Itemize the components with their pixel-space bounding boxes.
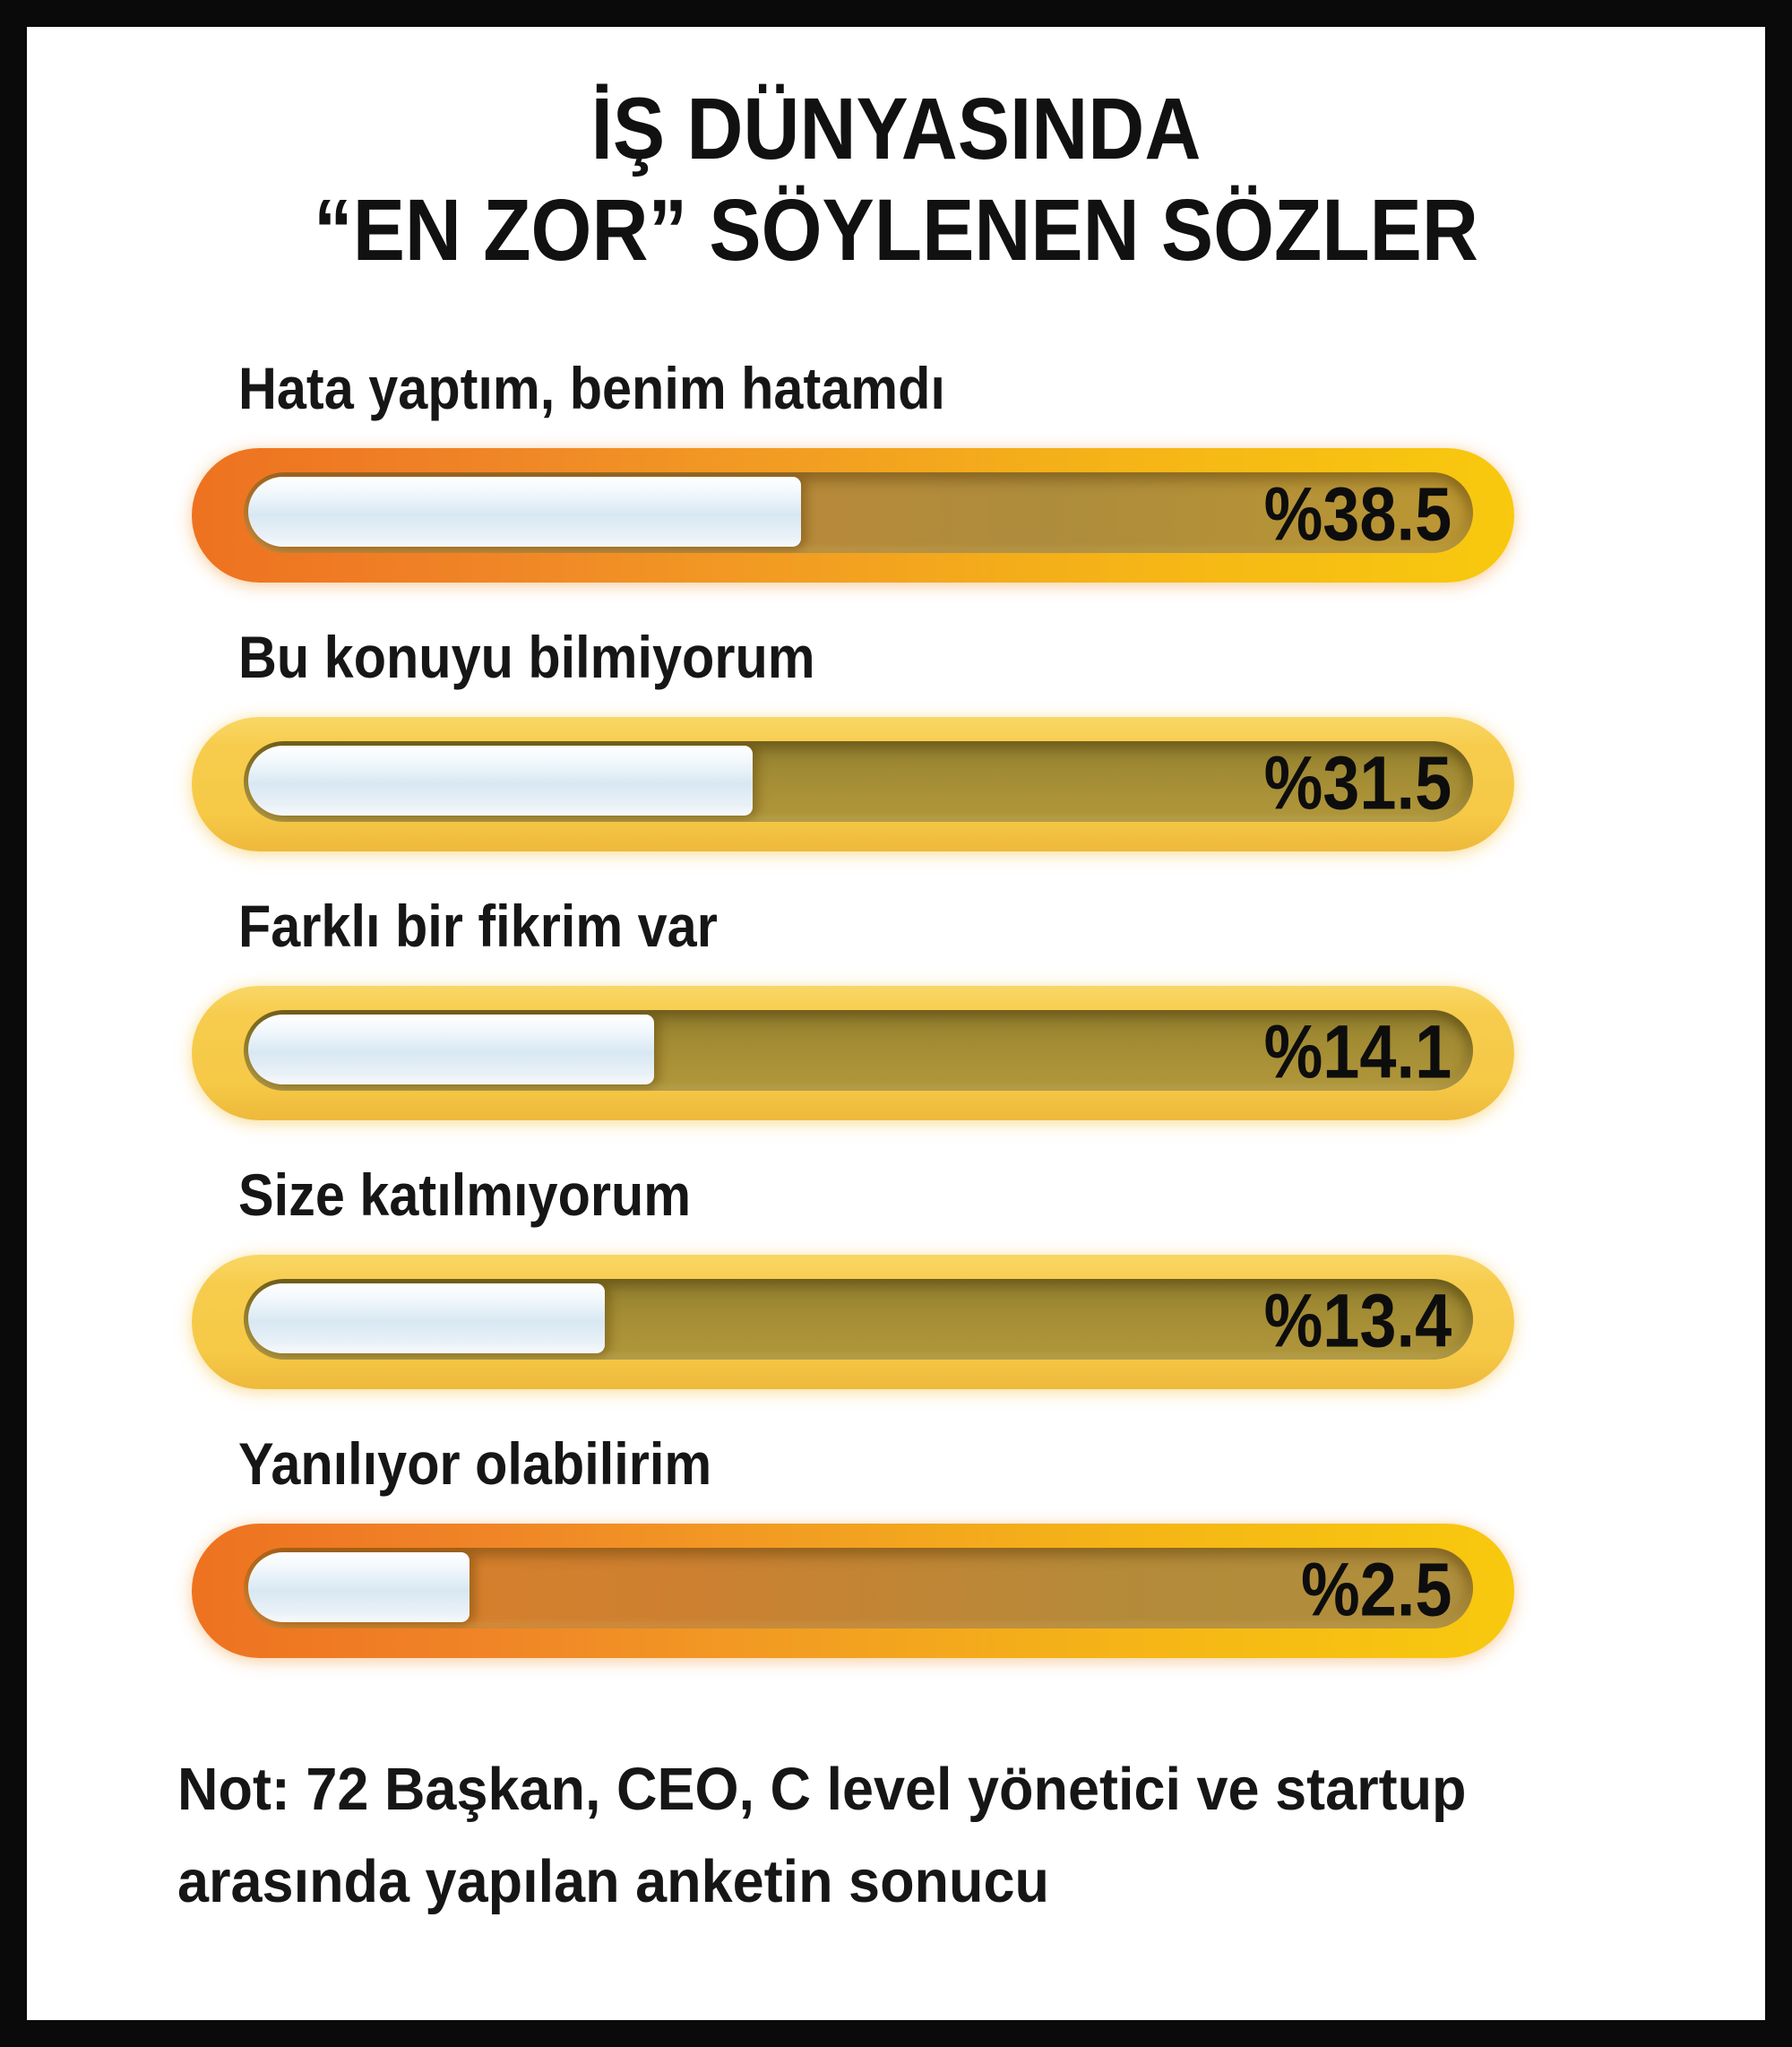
chart-title-line2: “EN ZOR” SÖYLENEN SÖZLER	[314, 180, 1478, 279]
bar-row-3: Farklı bir fikrim var %14.1	[192, 896, 1514, 1129]
bar-track	[244, 1010, 1473, 1091]
bar-row-5: Yanılıyor olabilirim %2.5	[192, 1434, 1514, 1667]
bar-pill: %13.4	[192, 1255, 1514, 1389]
bar-fill	[248, 1015, 654, 1084]
bar-track	[244, 741, 1473, 822]
bar-fill	[248, 746, 753, 816]
footnote-line2: arasında yapılan anketin sonucu	[177, 1847, 1050, 1915]
bar-pill: %2.5	[192, 1524, 1514, 1658]
bar-fill	[248, 477, 802, 547]
chart-title-line1: İŞ DÜNYASINDA	[590, 80, 1202, 177]
bar-track	[244, 1548, 1473, 1628]
bar-value: %38.5	[1263, 471, 1452, 557]
bar-value: %2.5	[1300, 1547, 1452, 1632]
bar-pill: %14.1	[192, 986, 1514, 1120]
footnote-line1: Not: 72 Başkan, CEO, C level yönetici ve…	[177, 1756, 1467, 1823]
bar-row-1: Hata yaptım, benim hatamdı %38.5	[192, 358, 1514, 592]
bar-value: %13.4	[1263, 1278, 1452, 1363]
bar-row-2: Bu konuyu bilmiyorum %31.5	[192, 627, 1514, 860]
bar-pill: %31.5	[192, 717, 1514, 851]
bar-row-4: Size katılmıyorum %13.4	[192, 1165, 1514, 1398]
bar-label: Yanılıyor olabilirim	[238, 1430, 712, 1497]
footnote: Not: 72 Başkan, CEO, C level yönetici ve…	[177, 1744, 1626, 1928]
bar-value: %31.5	[1263, 740, 1452, 825]
bar-track	[244, 472, 1473, 553]
bar-label: Farklı bir fikrim var	[238, 893, 718, 959]
bar-label: Hata yaptım, benim hatamdı	[238, 355, 945, 421]
bar-fill	[248, 1552, 470, 1622]
bar-value: %14.1	[1263, 1009, 1452, 1094]
bar-pill: %38.5	[192, 448, 1514, 583]
bar-label: Bu konuyu bilmiyorum	[238, 624, 815, 690]
bar-fill	[248, 1283, 605, 1353]
chart-title: İŞ DÜNYASINDA “EN ZOR” SÖYLENEN SÖZLER	[114, 79, 1678, 281]
bar-label: Size katılmıyorum	[238, 1162, 692, 1228]
bar-track	[244, 1279, 1473, 1360]
